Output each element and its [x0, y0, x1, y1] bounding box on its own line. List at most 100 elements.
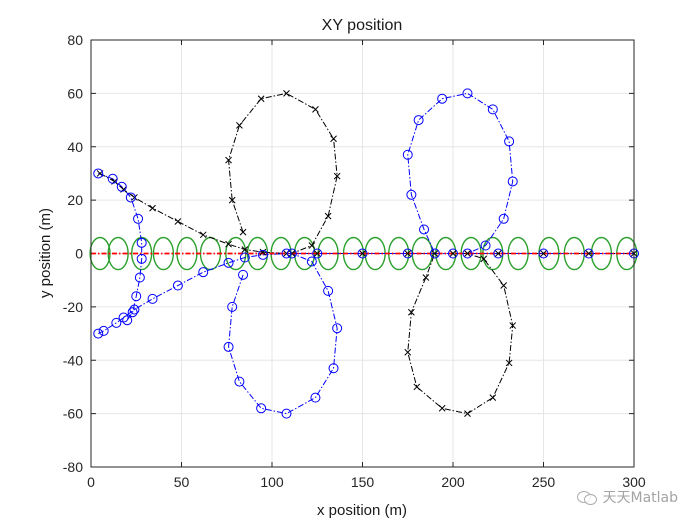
x-axis-label: x position (m)	[317, 502, 407, 519]
data-point-x	[438, 404, 446, 412]
data-point-x	[509, 322, 517, 329]
data-point-circle	[310, 392, 321, 403]
data-point-circle	[223, 257, 234, 268]
data-point-circle	[93, 328, 104, 339]
data-point-x	[449, 250, 457, 257]
data-point-x	[480, 255, 488, 263]
y-tick-label: 40	[67, 139, 83, 155]
marker-stroke	[199, 231, 207, 239]
data-point-circle	[281, 248, 292, 259]
data-point-x	[540, 250, 547, 257]
marker-stroke	[480, 255, 488, 263]
x-tick-label: 300	[622, 474, 646, 490]
y-axis-label: y position (m)	[37, 208, 54, 298]
marker-stroke	[312, 106, 319, 113]
data-point-x	[404, 250, 412, 257]
data-point-circle	[306, 256, 317, 267]
data-point-circle	[127, 307, 138, 318]
marker-stroke	[500, 282, 508, 289]
y-tick-label: -20	[63, 299, 83, 315]
watermark-text: 天天Matlab	[602, 490, 678, 506]
uncertainty-ellipse	[107, 236, 129, 271]
data-point-x	[464, 250, 471, 257]
data-point-circle	[111, 317, 122, 328]
marker-stroke	[449, 250, 457, 257]
data-point-circle	[116, 181, 127, 192]
axis-ticks: 0 50 100 150 200 250 300 -80 -60 -40 -20 0 20 40 60 80	[63, 32, 646, 490]
data-point-circle	[239, 252, 250, 263]
data-point-circle	[448, 248, 458, 259]
marker-stroke	[464, 250, 471, 257]
data-point-circle	[223, 341, 234, 352]
data-point-x	[225, 156, 232, 164]
uncertainty-ellipse	[152, 236, 175, 271]
marker-stroke	[509, 322, 517, 329]
data-point-circle	[172, 280, 183, 291]
data-point-x	[225, 240, 232, 248]
data-point-circle	[583, 248, 594, 259]
data-point-x	[464, 410, 471, 417]
data-point-circle	[437, 93, 448, 104]
data-point-circle	[198, 267, 209, 278]
marker-stroke	[288, 250, 296, 257]
x-tick-label: 250	[532, 474, 556, 490]
marker-stroke	[404, 348, 412, 356]
marker-stroke	[330, 135, 337, 143]
x-tick-label: 200	[441, 474, 465, 490]
marker-stroke	[585, 250, 593, 257]
data-point-x	[330, 135, 337, 143]
data-point-circle	[498, 213, 509, 224]
marker-stroke	[283, 250, 290, 257]
chart-title: XY position	[322, 17, 403, 34]
data-point-x	[259, 248, 267, 256]
marker-stroke	[540, 250, 547, 257]
wechat-icon	[577, 489, 598, 505]
data-point-x	[489, 394, 497, 401]
data-point-x	[404, 348, 412, 356]
marker-stroke	[494, 250, 502, 257]
marker-stroke	[324, 212, 332, 220]
data-point-circle	[281, 408, 292, 419]
y-tick-label: 20	[67, 192, 83, 208]
data-point-x	[333, 172, 341, 180]
marker-stroke	[359, 250, 366, 257]
data-point-x	[431, 250, 439, 257]
data-point-x	[312, 106, 319, 113]
marker-stroke	[438, 404, 446, 412]
data-point-circle	[406, 189, 417, 200]
data-point-x	[239, 228, 247, 236]
data-point-circle	[118, 312, 129, 323]
series-line	[98, 172, 143, 321]
watermark: 天天Matlab	[577, 487, 678, 507]
data-point-circle	[328, 363, 339, 374]
x-tick-label: 0	[87, 474, 95, 490]
data-point-circle	[480, 240, 491, 251]
marker-stroke	[174, 218, 182, 225]
marker-stroke	[257, 95, 265, 103]
data-point-x	[199, 231, 207, 239]
data-point-x	[505, 359, 513, 367]
data-point-x	[359, 250, 366, 257]
marker-stroke	[464, 410, 471, 417]
marker-stroke	[236, 122, 243, 129]
marker-stroke	[241, 246, 249, 253]
data-point-x	[228, 196, 236, 204]
marker-stroke	[313, 250, 321, 257]
data-point-x	[241, 246, 249, 253]
y-tick-label: -60	[63, 406, 83, 422]
marker-stroke	[489, 394, 497, 401]
data-point-x	[283, 250, 290, 257]
series-line	[98, 253, 634, 335]
data-point-circle	[357, 248, 368, 259]
data-point-x	[313, 250, 321, 257]
data-point-circle	[131, 291, 142, 302]
data-point-circle	[507, 176, 518, 187]
data-point-circle	[129, 304, 140, 315]
data-point-x	[131, 194, 138, 201]
data-point-circle	[419, 224, 430, 235]
y-tick-label: -80	[63, 459, 83, 475]
data-point-x	[288, 250, 296, 257]
data-point-circle	[134, 272, 145, 283]
y-tick-label: 0	[75, 246, 83, 262]
data-point-x	[422, 274, 430, 281]
